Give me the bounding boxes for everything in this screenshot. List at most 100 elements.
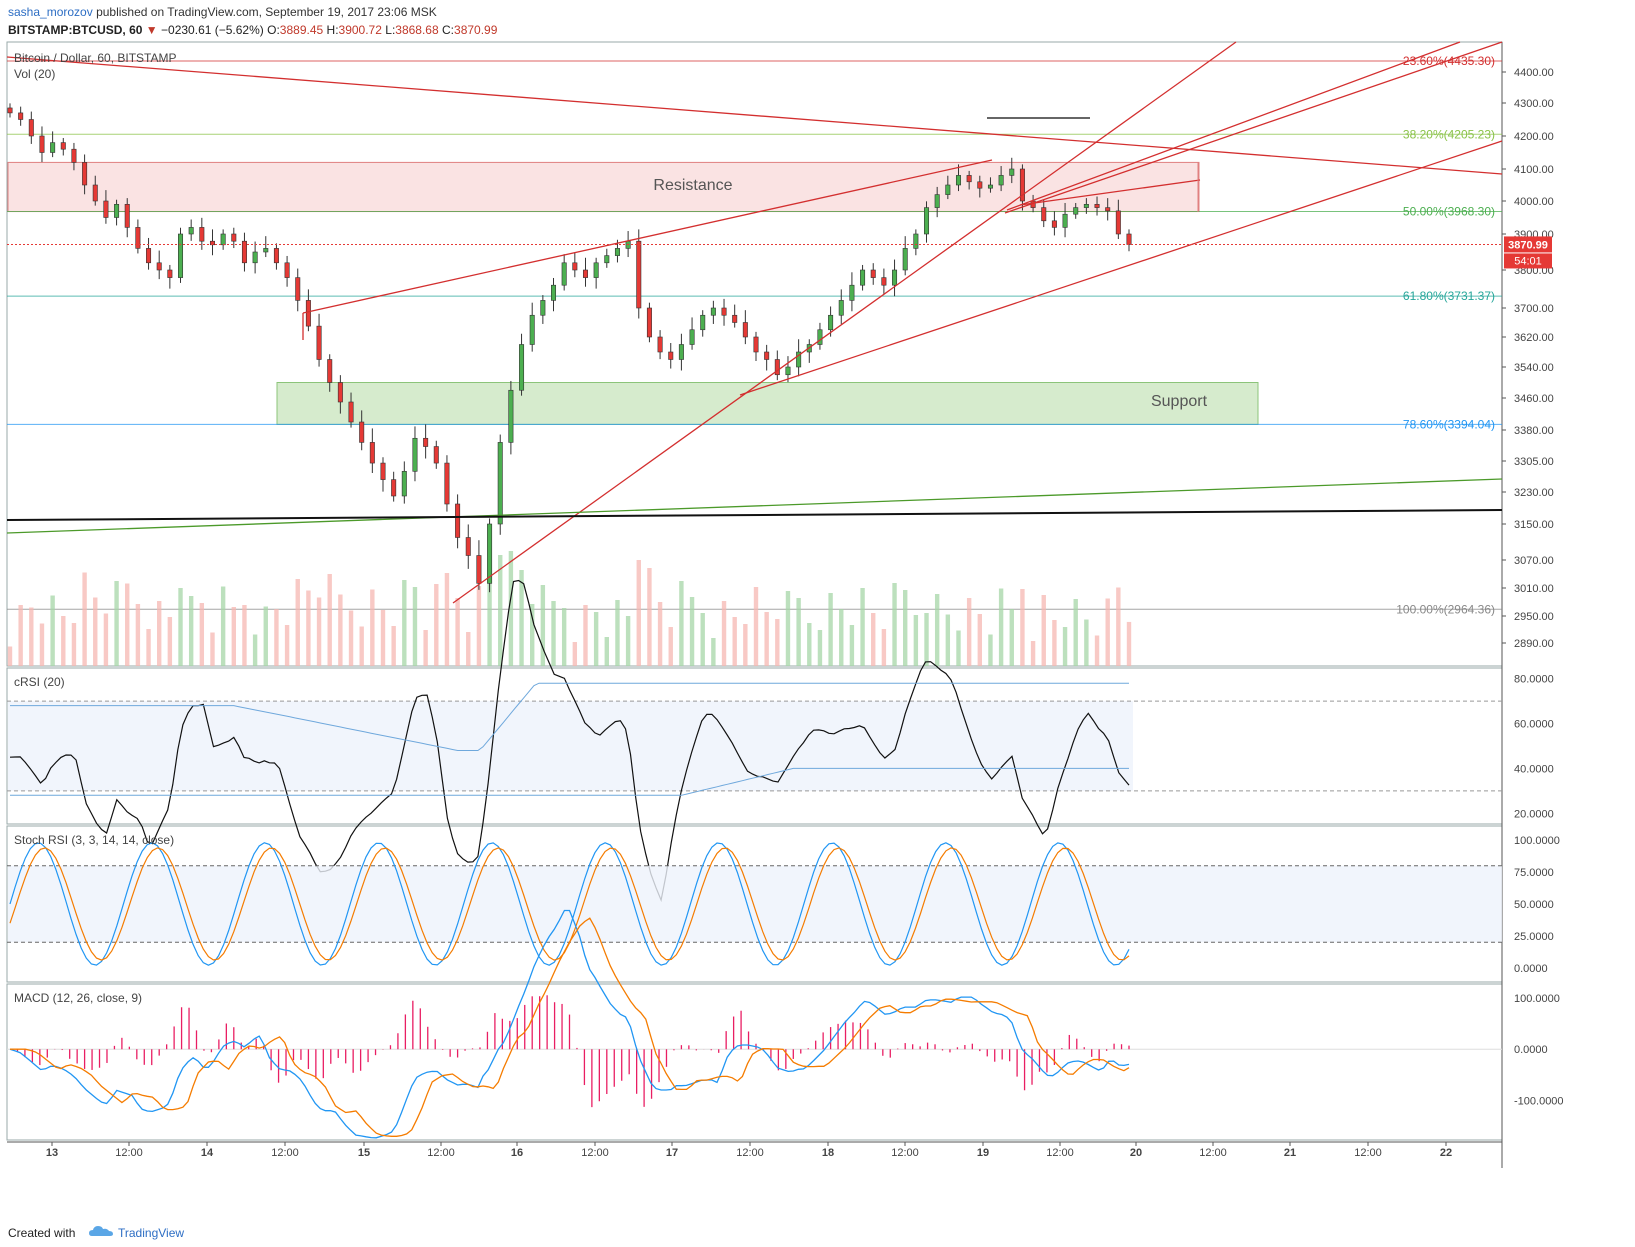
volume-bar (434, 584, 439, 666)
volume-bar (1009, 609, 1014, 666)
candle-body (753, 336, 759, 353)
volume-bar (583, 605, 588, 666)
trend-line (452, 41, 1237, 604)
candle-body (487, 523, 493, 584)
price-tick-label: 3150.00 (1514, 519, 1554, 531)
volume-bar (913, 615, 919, 666)
volume-bar (1020, 589, 1025, 666)
trend-line (1019, 179, 1201, 206)
fib-level-label: 78.60%(3394.04) (1403, 417, 1495, 431)
macd-title: MACD (12, 26, close, 9) (14, 991, 142, 1005)
volume-bar (561, 608, 567, 666)
volume-bar (988, 634, 993, 666)
chart-canvas[interactable]: 4400.00 4300.00 4200.00 4100.00 4000.00 3900.… (0, 0, 1635, 1218)
volume-bar (903, 590, 908, 666)
candle-body (71, 148, 77, 163)
trend-line (1006, 41, 1461, 211)
crsi-title: cRSI (20) (14, 675, 65, 689)
volume-bar (871, 613, 876, 666)
high-value: 3900.72 (338, 23, 382, 37)
candle-body (838, 300, 844, 316)
price-tick-label: 2950.00 (1514, 611, 1554, 623)
candle-body (305, 300, 311, 327)
volume-bar (103, 613, 109, 666)
candle-body (284, 262, 290, 278)
candle-body (444, 462, 450, 505)
volume-bar (380, 610, 386, 666)
footer: Created with TradingView (0, 1218, 1635, 1247)
time-tick-label: 17 (666, 1147, 678, 1159)
candle-body (50, 142, 56, 153)
volume-bar (924, 613, 929, 666)
volume-bar (604, 637, 609, 666)
volume-bar (721, 601, 727, 666)
volume-bar (114, 581, 119, 666)
volume-bar (817, 630, 823, 666)
volume-bar (220, 586, 226, 666)
chart-header: sasha_morozov published on TradingView.c… (0, 0, 1635, 42)
volume-bar (242, 605, 247, 666)
candle-body (103, 200, 109, 218)
volume-bar (1084, 619, 1089, 666)
candle-body (60, 142, 66, 150)
candle-body (455, 503, 461, 538)
crsi-upper-band (10, 682, 1129, 751)
tradingview-link[interactable]: TradingView (118, 1226, 185, 1240)
candle-body (508, 389, 514, 443)
candle-body (710, 307, 716, 316)
low-value: 3868.68 (395, 23, 439, 37)
candle-body (1041, 207, 1047, 222)
time-tick-label: 18 (822, 1147, 834, 1159)
volume-bar (945, 614, 951, 666)
volume-bar (1073, 599, 1078, 666)
price-tick-label: 3305.00 (1514, 456, 1554, 468)
volume-bar (636, 560, 641, 666)
crsi-lower-band (10, 767, 1129, 796)
time-tick-label: 22 (1440, 1147, 1452, 1159)
volume-bar (998, 588, 1004, 666)
pane-macd-frame (6, 983, 1503, 1141)
volume-bar (295, 579, 300, 666)
candle-body (572, 262, 578, 271)
horizontal-black-line (6, 509, 1503, 521)
volume-bar (743, 624, 748, 666)
volume-bar (807, 623, 812, 666)
candle-body (1083, 204, 1089, 208)
candle-body (1009, 168, 1015, 176)
candle-body (924, 207, 930, 235)
candle-body (231, 233, 237, 242)
volume-bar (370, 589, 375, 666)
volume-bar (61, 616, 66, 666)
support-zone (276, 382, 1259, 425)
countdown-badge (1504, 253, 1552, 269)
time-tick-label: 13 (46, 1147, 58, 1159)
resistance-label: Resistance (653, 177, 732, 194)
price-tick-label: 4400.00 (1514, 67, 1554, 79)
candle-body (582, 269, 588, 278)
volume-bar (785, 591, 791, 666)
volume-bar (82, 572, 87, 666)
fib-level-label: 50.00%(3968.30) (1403, 204, 1495, 218)
oscillator-tick-label: 0.0000 (1514, 963, 1548, 975)
volume-bar (615, 600, 620, 666)
volume-bar (71, 623, 77, 666)
trend-line (739, 140, 1503, 396)
volume-bar (135, 604, 141, 666)
high-label: H: (326, 23, 339, 37)
candle-body (519, 344, 525, 391)
author-link[interactable]: sasha_morozov (8, 5, 93, 19)
candle-body (263, 248, 269, 253)
candle-body (1115, 210, 1121, 235)
volume-bar (29, 607, 34, 666)
volume-bar (711, 638, 716, 666)
price-tick-label: 3380.00 (1514, 425, 1554, 437)
time-tick-label: 12:00 (891, 1147, 919, 1159)
candle-body (593, 262, 599, 278)
price-tick-label: 3010.00 (1514, 583, 1554, 595)
volume-bar (519, 570, 524, 666)
candle-body (700, 314, 706, 331)
ohlc-line: BITSTAMP:BTCUSD, 60 ▼ −0230.61 (−5.62%) … (8, 23, 497, 37)
volume-bar (252, 634, 258, 666)
time-tick-label: 12:00 (1199, 1147, 1227, 1159)
candle-body (604, 255, 610, 264)
